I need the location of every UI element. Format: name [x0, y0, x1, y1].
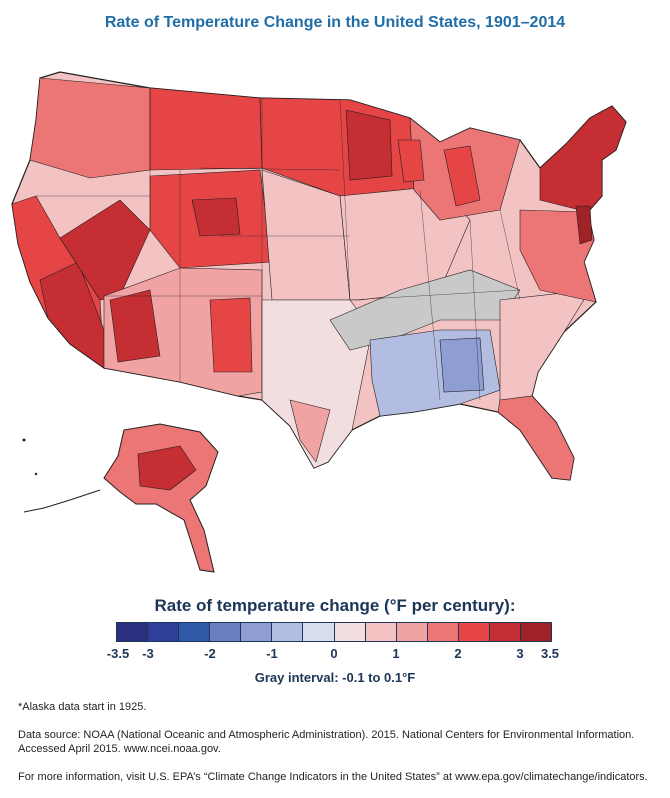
michigan-core-region: [443, 145, 481, 207]
new-jersey-region: [575, 205, 593, 245]
legend-swatch: [521, 623, 552, 641]
southeast-coast-region: [499, 289, 591, 401]
legend-swatch: [179, 623, 211, 641]
wisconsin-core-region: [397, 139, 425, 183]
legend-tick-label: -2: [204, 646, 216, 661]
wyoming-core-region: [191, 197, 241, 237]
state-boundaries: [36, 88, 521, 401]
south-texas-region: [289, 399, 331, 463]
data-source-line-2: Accessed April 2015. www.ncei.noaa.gov.: [18, 743, 221, 755]
legend-swatch: [458, 623, 490, 641]
legend-tick-label: 1: [392, 646, 400, 661]
legend-title: Rate of temperature change (°F per centu…: [154, 596, 516, 615]
legend-swatch: [427, 623, 459, 641]
legend-tick-label: -3.5: [106, 646, 130, 661]
pacific-northwest-region: [29, 77, 151, 179]
legend-ticks: -3.5 -3 -2 -1 0 1 2 3 3.5: [0, 646, 670, 664]
alaska-aleutians: [23, 489, 101, 513]
legend-swatch: [489, 623, 522, 641]
legend-tick-label: 3: [516, 646, 524, 661]
alaska-outline: [103, 423, 219, 573]
idaho-montana-region: [149, 87, 263, 171]
legend-swatch: [148, 623, 180, 641]
legend-swatch: [210, 623, 242, 641]
florida-region: [497, 395, 575, 481]
nevada-region: [59, 199, 151, 301]
legend-swatch: [303, 623, 335, 641]
map-title: Rate of Temperature Change in the United…: [104, 14, 566, 31]
legend-swatch: [241, 623, 273, 641]
legend-tick-label: 0: [330, 646, 338, 661]
data-source-line-1: Data source: NOAA (National Oceanic and …: [18, 729, 635, 741]
legend-swatch: [365, 623, 397, 641]
legend-tick-label: 2: [454, 646, 462, 661]
alaska-island: [22, 438, 26, 442]
legend-swatch: [334, 623, 366, 641]
legend-color-bar: [116, 622, 552, 642]
legend-swatch: [272, 623, 304, 641]
legend-tick-label: -1: [266, 646, 278, 661]
legend-swatch: [396, 623, 428, 641]
minnesota-core-region: [345, 109, 393, 181]
us-temperature-change-map: [11, 71, 627, 573]
legend-swatch: [117, 623, 149, 641]
legend-tick-label: 3.5: [540, 646, 560, 661]
alaska-interior-region: [137, 445, 197, 491]
arizona-hot-region: [109, 289, 161, 363]
new-mexico-hot-region: [209, 297, 253, 373]
gray-interval-note: Gray interval: -0.1 to 0.1°F: [254, 670, 416, 685]
alabama-cooling-region: [439, 337, 485, 393]
alaska-island: [34, 472, 38, 476]
alaska-note: *Alaska data start in 1925.: [18, 701, 147, 713]
new-england-region: [539, 105, 627, 213]
more-info-note: For more information, visit U.S. EPA’s “…: [18, 771, 648, 783]
legend-tick-label: -3: [142, 646, 154, 661]
